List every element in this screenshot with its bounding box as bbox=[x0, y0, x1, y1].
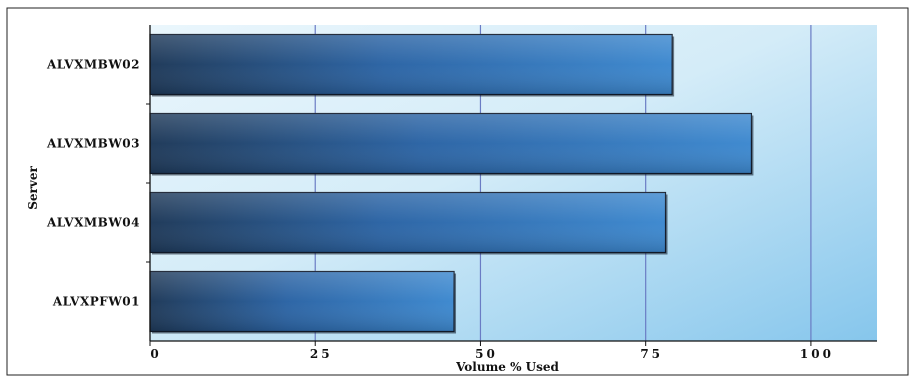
bar-highlight bbox=[150, 113, 752, 174]
bar-highlight bbox=[150, 271, 455, 332]
bar-highlight bbox=[150, 192, 666, 253]
x-tick-label: 100 bbox=[800, 347, 834, 361]
x-tick-label: 75 bbox=[640, 347, 663, 361]
x-tick-label: 50 bbox=[475, 347, 498, 361]
y-axis-title: Server bbox=[26, 166, 40, 210]
y-tick-label: ALVXMBW02 bbox=[46, 58, 140, 72]
y-tick-label: ALVXPFW01 bbox=[52, 295, 140, 309]
y-tick-label: ALVXMBW04 bbox=[46, 216, 140, 230]
bar-highlight bbox=[150, 34, 673, 95]
y-tick-label: ALVXMBW03 bbox=[46, 137, 140, 151]
x-tick-label: 25 bbox=[310, 347, 333, 361]
x-tick-label: 0 bbox=[150, 347, 161, 361]
x-axis-title: Volume % Used bbox=[455, 360, 559, 374]
